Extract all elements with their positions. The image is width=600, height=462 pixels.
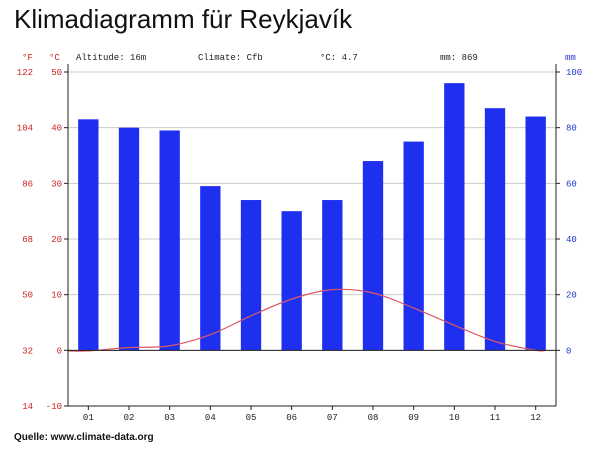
celsius-tick-label: -10 [46,402,62,412]
precipitation-tick-label: 100 [566,68,582,78]
month-label: 03 [164,413,175,423]
month-label: 05 [246,413,257,423]
climate-info: Climate: Cfb [198,53,263,63]
mm-unit-label: mm [565,53,576,63]
precipitation-tick-label: 40 [566,235,577,245]
month-label: 10 [449,413,460,423]
precipitation-bar [484,108,506,351]
precipitation-tick-label: 0 [566,346,571,356]
month-label: 08 [368,413,379,423]
fahrenheit-tick-label: 122 [17,68,33,78]
fahrenheit-unit-label: °F [22,53,33,63]
precipitation-bar [322,200,343,351]
precipitation-bar [240,200,262,351]
precipitation-bars [78,83,546,351]
month-label: 02 [124,413,135,423]
celsius-tick-label: 0 [57,346,62,356]
precipitation-tick-label: 20 [566,291,577,301]
month-label: 01 [83,413,94,423]
altitude-info: Altitude: 16m [76,53,146,63]
fahrenheit-tick-label: 14 [22,402,33,412]
temperature-line-group [67,288,547,352]
page-title: Klimadiagramm für Reykjavík [14,4,353,34]
temperature-line [67,288,547,352]
precipitation-bar [159,130,180,351]
precipitation-bar [403,141,424,351]
fahrenheit-tick-label: 104 [17,124,33,134]
celsius-tick-label: 50 [51,68,62,78]
tick-labels: 5012240104308620681050032-10141008060402… [17,68,582,423]
source-credit: Quelle: www.climate-data.org [14,432,154,443]
precip-info: mm: 869 [440,53,478,63]
month-label: 12 [530,413,541,423]
celsius-tick-label: 10 [51,291,62,301]
fahrenheit-tick-label: 86 [22,179,33,189]
month-label: 04 [205,413,216,423]
grid-lines [68,71,556,407]
fahrenheit-tick-label: 32 [22,346,33,356]
precipitation-bar [200,186,221,351]
fahrenheit-tick-label: 68 [22,235,33,245]
month-label: 06 [286,413,297,423]
celsius-tick-label: 30 [51,179,62,189]
precipitation-bar [281,211,302,351]
celsius-tick-label: 40 [51,124,62,134]
month-label: 09 [408,413,419,423]
celsius-unit-label: °C [49,53,60,63]
fahrenheit-tick-label: 50 [22,291,33,301]
precipitation-bar [525,116,546,351]
celsius-tick-label: 20 [51,235,62,245]
precipitation-tick-label: 80 [566,124,577,134]
precipitation-bar [118,127,140,351]
month-label: 07 [327,413,338,423]
avg-temp-info: °C: 4.7 [320,53,358,63]
precipitation-bar [78,119,99,351]
precipitation-bar [362,161,384,351]
precipitation-bar [444,83,465,351]
precipitation-tick-label: 60 [566,179,577,189]
axes [64,64,560,410]
month-label: 11 [490,413,501,423]
